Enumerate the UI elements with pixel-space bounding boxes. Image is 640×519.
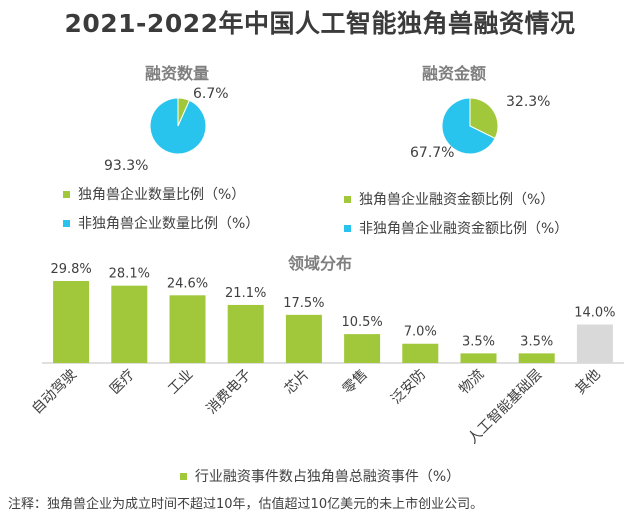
pie-right-slice-0 (469, 97, 499, 140)
bar-category-label-7: 物流 (456, 367, 487, 398)
bar-category-label-0: 自动驾驶 (29, 367, 80, 418)
bar-legend: 行业融资事件数占独角兽总融资事件（%） (0, 466, 640, 486)
bar-0 (53, 281, 90, 363)
bar-6 (402, 343, 439, 363)
pie-right-title: 融资金额 (421, 64, 486, 83)
pie-right-label-nonunicorn: 67.7% (410, 145, 455, 161)
pie-left-legend-nonunicorn: 非独角兽企业数量比例（%） (63, 213, 259, 233)
bar-chart: 29.8% 自动驾驶 28.1% 医疗 24.6% 工业 21.1% 消费电子 17.5% 芯片 1… (29, 262, 624, 447)
pie-right-legend-unicorn: 独角兽企业融资金额比例（%） (344, 189, 554, 209)
pie-left-title: 融资数量 (144, 64, 209, 83)
bar-value-label-9: 14.0% (574, 305, 615, 320)
bar-value-label-3: 21.1% (225, 286, 266, 301)
pie-left-legend-unicorn-text: 独角兽企业数量比例（%） (78, 187, 246, 203)
pie-right-label-unicorn: 32.3% (506, 94, 551, 110)
bar-9 (576, 324, 613, 363)
bar-value-label-4: 17.5% (283, 296, 324, 311)
bar-7 (460, 353, 497, 363)
bar-8 (518, 353, 555, 363)
bar-category-label-6: 泛安防 (388, 367, 429, 408)
bar-chart-title: 领域分布 (287, 254, 352, 273)
bar-value-label-5: 10.5% (341, 315, 382, 330)
bar-value-label-6: 7.0% (404, 325, 437, 340)
pie-right-legend-nonunicorn: 非独角兽企业融资金额比例（%） (344, 218, 568, 238)
bar-value-label-1: 28.1% (109, 267, 150, 282)
bar-category-label-5: 零售 (340, 367, 371, 398)
cyan-swatch (344, 224, 351, 232)
bar-4 (285, 314, 322, 363)
footnote: 注释：独角兽企业为成立时间不超过10年，估值超过10亿美元的未上市创业公司。 (8, 497, 484, 512)
bar-1 (111, 285, 148, 363)
green-swatch (179, 472, 187, 480)
bar-value-label-2: 24.6% (167, 276, 208, 291)
bar-category-label-4: 芯片 (282, 367, 313, 398)
bar-category-label-3: 消费电子 (204, 367, 255, 418)
bar-legend-text: 行业融资事件数占独角兽总融资事件（%） (194, 469, 461, 485)
pie-left-label-nonunicorn: 93.3% (104, 158, 149, 174)
page-title: 2021-2022年中国人工智能独角兽融资情况 (64, 9, 576, 38)
pie-left-legend-nonunicorn-text: 非独角兽企业数量比例（%） (78, 216, 260, 232)
green-swatch (63, 190, 70, 198)
pie-left-label-unicorn: 6.7% (193, 86, 229, 102)
bar-5 (344, 334, 381, 363)
pie-left-chart (149, 97, 207, 155)
bar-category-label-1: 医疗 (107, 367, 138, 398)
pie-right-chart (441, 97, 499, 155)
bar-value-label-7: 3.5% (462, 334, 495, 349)
bar-2 (169, 295, 206, 363)
pie-right-slice-1 (441, 97, 496, 155)
pie-left-legend-unicorn: 独角兽企业数量比例（%） (63, 184, 245, 204)
cyan-swatch (63, 219, 70, 227)
bar-category-label-2: 工业 (165, 367, 196, 398)
pie-right-legend-nonunicorn-text: 非独角兽企业融资金额比例（%） (359, 221, 569, 237)
pie-left-slice-1 (149, 97, 207, 155)
pie-right-legend-unicorn-text: 独角兽企业融资金额比例（%） (359, 192, 555, 208)
green-swatch (344, 195, 351, 203)
bar-value-label-0: 29.8% (50, 262, 91, 277)
bar-3 (227, 304, 264, 363)
bar-value-label-8: 3.5% (520, 334, 553, 349)
bar-category-label-9: 其他 (573, 367, 604, 398)
